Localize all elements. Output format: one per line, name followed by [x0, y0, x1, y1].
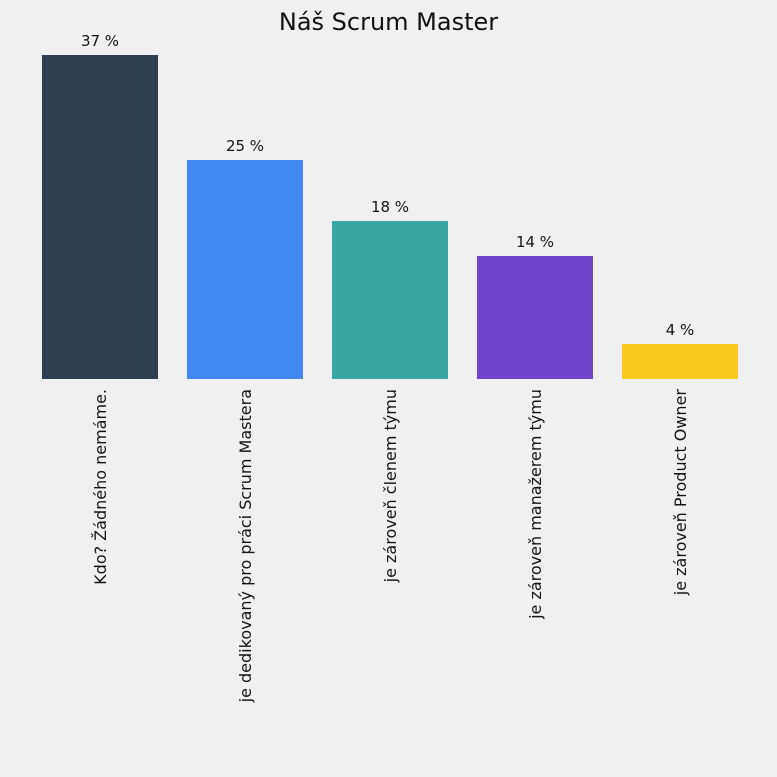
- x-label-cell: je dedikovaný pro práci Scrum Mastera: [187, 389, 303, 702]
- bar: [42, 55, 158, 379]
- bar-column: 14 %: [477, 233, 593, 379]
- x-label-cell: je zároveň členem týmu: [332, 389, 448, 702]
- bar: [332, 221, 448, 379]
- bar-column: 37 %: [42, 32, 158, 379]
- bar-value-label: 25 %: [225, 137, 265, 155]
- x-label-cell: je zároveň Product Owner: [622, 389, 738, 702]
- bar-column: 4 %: [622, 321, 738, 379]
- x-axis-category-label: Kdo? Žádného nemáme.: [90, 389, 110, 585]
- bar-column: 25 %: [187, 137, 303, 379]
- x-axis-category-label: je zároveň členem týmu: [380, 389, 400, 583]
- x-axis-category-label: je zároveň Product Owner: [670, 389, 690, 596]
- x-axis-labels: Kdo? Žádného nemáme. je dedikovaný pro pr…: [42, 389, 738, 702]
- chart-title: Náš Scrum Master: [278, 8, 499, 36]
- x-label-cell: Kdo? Žádného nemáme.: [42, 389, 158, 702]
- bar: [477, 256, 593, 379]
- bar-column: 18 %: [332, 198, 448, 379]
- bar-value-label: 14 %: [515, 233, 555, 251]
- bar: [622, 344, 738, 379]
- x-axis-category-label: je dedikovaný pro práci Scrum Mastera: [235, 389, 255, 703]
- bar: [187, 160, 303, 379]
- bar-value-label: 37 %: [80, 32, 120, 50]
- bars-area: 37 % 25 % 18 % 14 % 4 %: [42, 0, 738, 379]
- x-axis-category-label: je zároveň manažerem týmu: [525, 389, 545, 619]
- bar-value-label: 18 %: [370, 198, 410, 216]
- bar-value-label: 4 %: [665, 321, 695, 339]
- x-label-cell: je zároveň manažerem týmu: [477, 389, 593, 702]
